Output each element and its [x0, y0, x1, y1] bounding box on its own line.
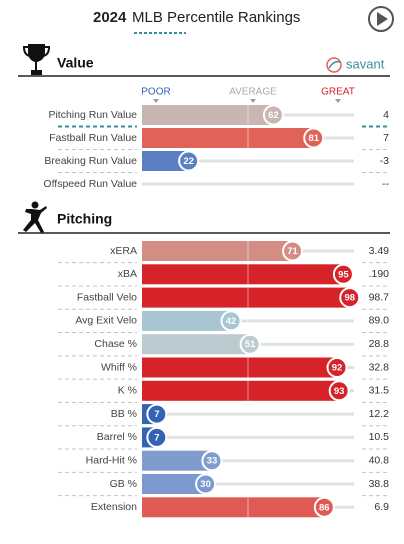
scale-great: GREAT	[321, 87, 355, 98]
title-year: 2024	[93, 9, 127, 26]
percentile-dot	[195, 473, 217, 495]
percentile-dot	[262, 104, 284, 126]
bar	[142, 450, 212, 471]
percentile-dot	[313, 496, 335, 518]
title: MLB Percentile Rankings	[132, 9, 300, 26]
bar	[142, 474, 206, 494]
metric-stat: 4	[383, 109, 389, 121]
bar	[142, 310, 232, 331]
percentile-dot	[303, 127, 325, 149]
percentile-dot	[282, 240, 304, 262]
percentile-dot	[146, 403, 168, 425]
percentile-label: 33	[207, 456, 218, 467]
percentile-label: 22	[183, 156, 194, 167]
percentile-dot	[339, 287, 361, 309]
pitcher-icon	[23, 201, 47, 233]
logo-text: savant	[346, 56, 385, 71]
bar	[142, 497, 325, 518]
scale-average: AVERAGE	[229, 87, 277, 98]
metric-label: xBA	[118, 268, 137, 280]
bar	[142, 151, 189, 171]
bar	[142, 287, 350, 308]
metric-stat: 98.7	[369, 291, 390, 303]
percentile-label: 62	[268, 110, 279, 121]
metric-label: GB %	[110, 478, 137, 490]
metric-label: Hard-Hit %	[86, 454, 137, 466]
percentile-label: 81	[308, 133, 319, 144]
percentile-dot	[326, 357, 348, 378]
percentile-label: 7	[154, 432, 159, 443]
bar	[142, 380, 340, 401]
percentile-label: 51	[245, 339, 256, 350]
percentile-label: 86	[319, 502, 330, 513]
percentile-label: 93	[334, 386, 345, 397]
metric-label: Whiff %	[101, 361, 137, 373]
metric-stat: 89.0	[369, 315, 390, 327]
section-title: Value	[57, 55, 94, 71]
trophy-icon	[22, 44, 51, 75]
metric-label: Extension	[91, 501, 137, 513]
percentile-dot	[178, 150, 200, 172]
bar	[142, 357, 338, 378]
metric-label: Breaking Run Value	[44, 155, 137, 167]
metric-stat: .190	[369, 268, 390, 280]
bar	[142, 105, 274, 125]
metric-label: K %	[118, 385, 137, 397]
savant-logo[interactable]: savant	[326, 56, 385, 73]
percentile-dot	[332, 263, 354, 285]
metric-label: xERA	[110, 245, 137, 257]
metric-label: Chase %	[94, 338, 137, 350]
metric-stat: 3.49	[369, 245, 390, 257]
metric-stat: 31.5	[369, 385, 390, 397]
metric-label: Barrel %	[97, 431, 137, 443]
percentile-dot	[146, 426, 168, 448]
section-title: Pitching	[57, 211, 112, 227]
bar	[142, 241, 293, 261]
metric-label: Pitching Run Value	[48, 109, 137, 121]
metric-stat: 28.8	[369, 338, 390, 350]
metric-stat: --	[382, 178, 389, 190]
metric-stat: 32.8	[369, 361, 390, 373]
metric-label: Fastball Velo	[77, 291, 137, 303]
metric-label: Avg Exit Velo	[75, 315, 137, 327]
percentile-label: 98	[344, 293, 355, 304]
percentile-dot	[328, 380, 350, 402]
metric-stat: 6.9	[374, 501, 389, 513]
percentile-label: 71	[287, 246, 298, 257]
percentile-label: 92	[332, 363, 343, 374]
metric-stat: 10.5	[369, 431, 390, 443]
metric-label: BB %	[111, 408, 137, 420]
metric-stat: 7	[383, 132, 389, 144]
metric-stat: 40.8	[369, 454, 390, 466]
percentile-dot	[201, 450, 223, 472]
percentile-label: 42	[226, 316, 237, 327]
metric-stat: 12.2	[369, 408, 390, 420]
metric-stat: -3	[380, 155, 389, 167]
bar	[142, 128, 314, 148]
percentile-dot	[220, 310, 242, 332]
percentile-label: 30	[200, 479, 211, 490]
percentile-dot	[239, 333, 261, 355]
bar	[142, 334, 251, 355]
bar	[142, 264, 344, 285]
percentile-label: 95	[338, 269, 349, 280]
scale-poor: POOR	[141, 87, 170, 98]
metric-label: Offspeed Run Value	[43, 178, 137, 190]
metric-stat: 38.8	[369, 478, 390, 490]
play-button[interactable]	[368, 6, 394, 32]
scale-arrows	[153, 99, 341, 103]
metric-label: Fastball Run Value	[49, 132, 137, 144]
percentile-label: 7	[154, 409, 159, 420]
